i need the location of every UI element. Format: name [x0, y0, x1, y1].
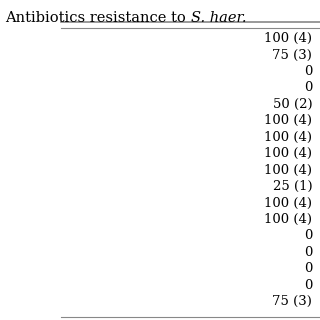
Text: 100 (4): 100 (4): [264, 131, 312, 144]
Text: 100 (4): 100 (4): [264, 114, 312, 127]
Text: 0: 0: [304, 81, 312, 94]
Text: 0: 0: [304, 262, 312, 276]
Text: 100 (4): 100 (4): [264, 164, 312, 177]
Text: 50 (2): 50 (2): [273, 98, 312, 111]
Text: 0: 0: [304, 229, 312, 243]
Text: 75 (3): 75 (3): [272, 48, 312, 61]
Text: 100 (4): 100 (4): [264, 196, 312, 210]
Text: 0: 0: [304, 279, 312, 292]
Text: 100 (4): 100 (4): [264, 213, 312, 226]
Text: S. haer.: S. haer.: [191, 11, 246, 25]
Text: 25 (1): 25 (1): [273, 180, 312, 193]
Text: 100 (4): 100 (4): [264, 147, 312, 160]
Text: 75 (3): 75 (3): [272, 295, 312, 308]
Text: 100 (4): 100 (4): [264, 32, 312, 45]
Text: 0: 0: [304, 65, 312, 78]
Text: 0: 0: [304, 246, 312, 259]
Text: Antibiotics resistance to: Antibiotics resistance to: [5, 11, 191, 25]
